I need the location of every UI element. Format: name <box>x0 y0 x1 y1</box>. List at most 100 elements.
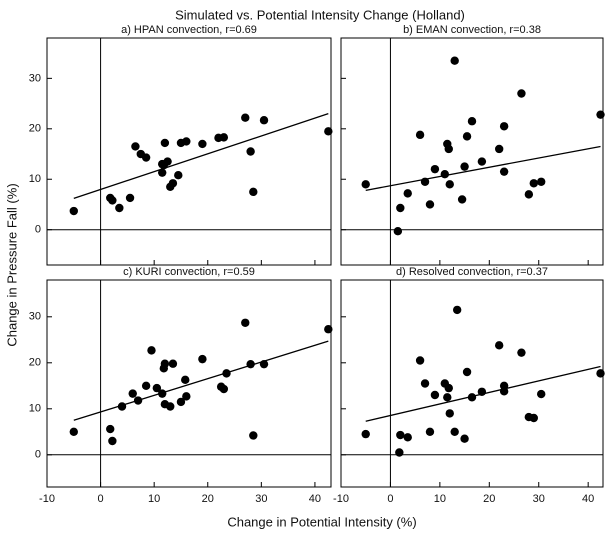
scatter-point <box>324 127 333 136</box>
scatter-point <box>176 397 186 407</box>
scatter-point <box>529 179 538 188</box>
scatter-point <box>168 359 178 368</box>
scatter-point <box>537 177 546 186</box>
scatter-point <box>241 318 250 327</box>
scatter-point <box>259 116 269 125</box>
x-tick-label: 20 <box>483 493 495 505</box>
scatter-point <box>163 157 172 166</box>
scatter-point <box>241 113 250 122</box>
scatter-point <box>324 325 333 334</box>
scatter-point <box>467 117 477 126</box>
x-tick-label: 10 <box>148 493 160 505</box>
scatter-point <box>160 138 170 148</box>
y-tick-label: 10 <box>29 173 41 185</box>
y-tick-label: 20 <box>29 123 41 135</box>
x-tick-label: 10 <box>434 493 446 505</box>
scatter-point <box>425 427 435 436</box>
trend-line <box>73 340 329 421</box>
scatter-point <box>443 393 452 402</box>
scatter-point <box>219 384 229 394</box>
y-tick-label: 20 <box>29 357 41 369</box>
scatter-point <box>415 356 425 365</box>
x-tick-label: 30 <box>533 493 545 505</box>
scatter-point <box>517 348 526 357</box>
scatter-point <box>198 354 207 364</box>
scatter-point <box>108 196 117 205</box>
subplot-title: b) EMAN convection, r=0.38 <box>403 24 541 36</box>
scatter-point <box>452 305 462 315</box>
scatter-point <box>393 227 403 236</box>
trend-line <box>365 365 601 422</box>
scatter-point <box>524 190 534 199</box>
scatter-point <box>537 389 546 399</box>
scatter-point <box>69 427 78 436</box>
y-tick-label: 30 <box>29 311 41 323</box>
scatter-point <box>361 429 370 439</box>
scatter-point <box>457 195 467 204</box>
scatter-point <box>106 424 115 434</box>
plot-frame <box>46 279 332 488</box>
scatter-point <box>147 346 156 355</box>
trend-line <box>365 145 601 191</box>
scatter-point <box>460 434 469 443</box>
y-tick-label: 0 <box>35 449 41 461</box>
scatter-point <box>198 139 207 149</box>
scatter-point <box>445 409 454 418</box>
scatter-point <box>128 389 137 398</box>
x-tick-label: 0 <box>387 493 393 505</box>
subplot-title: c) KURI convection, r=0.59 <box>123 266 255 278</box>
scatter-point <box>440 170 450 179</box>
scatter-point <box>249 431 258 440</box>
y-tick-label: 0 <box>35 224 41 236</box>
scatter-point <box>430 390 440 400</box>
x-axis-label: Change in Potential Intensity (%) <box>227 514 416 529</box>
scatter-point <box>174 171 183 180</box>
scatter-point <box>395 448 404 457</box>
x-tick-label: 30 <box>255 493 267 505</box>
x-tick-label: 40 <box>582 493 594 505</box>
scatter-point <box>182 392 191 401</box>
y-tick-label: 10 <box>29 403 41 415</box>
scatter-point <box>444 383 453 393</box>
scatter-point <box>517 89 526 98</box>
scatter-point <box>168 179 178 188</box>
x-tick-label: 40 <box>309 493 321 505</box>
scatter-point <box>403 433 412 442</box>
scatter-point <box>403 189 412 198</box>
scatter-point <box>158 168 167 177</box>
scatter-point <box>477 157 487 166</box>
x-tick-label: 20 <box>202 493 214 505</box>
scatter-point <box>361 180 370 189</box>
plot-frame <box>340 37 604 266</box>
scatter-point <box>152 383 162 393</box>
scatter-point <box>131 142 140 151</box>
scatter-point <box>460 162 469 171</box>
scatter-point <box>219 133 229 142</box>
trend-line <box>73 113 329 200</box>
scatter-point <box>420 379 430 388</box>
scatter-point <box>499 122 509 131</box>
scatter-point <box>596 369 605 378</box>
plot-frame <box>340 279 604 488</box>
scatter-point <box>444 144 453 154</box>
scatter-point <box>445 180 454 189</box>
scatter-point <box>494 144 504 154</box>
subplot-title: a) HPAN convection, r=0.69 <box>121 24 257 36</box>
scatter-point <box>396 430 405 440</box>
scatter-point <box>529 413 538 423</box>
scatter-point <box>160 359 170 368</box>
scatter-point <box>115 203 124 213</box>
x-tick-label: -10 <box>333 493 349 505</box>
scatter-point <box>141 381 151 390</box>
x-tick-label: -10 <box>39 493 55 505</box>
scatter-point <box>181 375 190 385</box>
scatter-point <box>462 132 472 141</box>
scatter-point <box>108 436 117 446</box>
scatter-point <box>430 164 440 174</box>
scatter-point <box>125 193 135 203</box>
scatter-point <box>596 110 605 119</box>
scatter-point <box>141 153 151 162</box>
scatter-point <box>69 206 78 216</box>
figure-title: Simulated vs. Potential Intensity Change… <box>175 7 465 22</box>
